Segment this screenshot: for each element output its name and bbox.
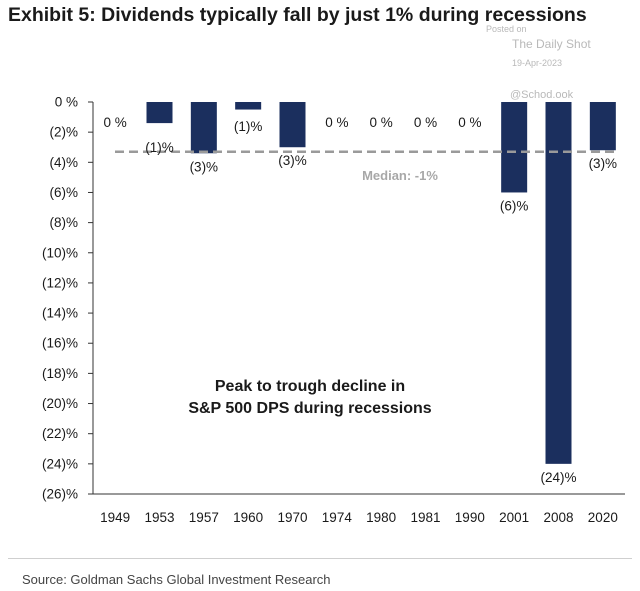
x-tick-label-1980: 1980 xyxy=(366,510,396,525)
y-tick-label-4: (8)% xyxy=(49,215,78,230)
y-tick-label-11: (22)% xyxy=(42,426,78,441)
x-tick-label-1981: 1981 xyxy=(410,510,440,525)
bar-2008 xyxy=(545,102,572,464)
x-tick-label-1953: 1953 xyxy=(144,510,174,525)
data-label-1980: 0 % xyxy=(370,115,393,130)
x-tick-label-1990: 1990 xyxy=(455,510,485,525)
data-label-1960: (1)% xyxy=(234,119,263,134)
data-label-1957: (3)% xyxy=(190,159,219,174)
bar-2020 xyxy=(589,102,616,151)
data-label-1970: (3)% xyxy=(278,153,307,168)
data-label-2020: (3)% xyxy=(589,156,618,171)
data-label-1981: 0 % xyxy=(414,115,437,130)
watermark-site: The Daily Shot xyxy=(512,37,591,51)
data-label-1953: (1)% xyxy=(145,140,174,155)
x-tick-label-2001: 2001 xyxy=(499,510,529,525)
bars xyxy=(146,102,616,464)
y-tick-label-0: 0 % xyxy=(55,95,78,110)
bar-2001 xyxy=(501,102,528,193)
bar-1957 xyxy=(190,102,217,154)
y-tick-label-3: (6)% xyxy=(49,185,78,200)
x-tick-label-2008: 2008 xyxy=(543,510,573,525)
bar-chart: 0 % (2)% (4)% (6)% (8)% (10)% (12)% (14)% (16)% (… xyxy=(42,95,625,525)
x-tick-label-2020: 2020 xyxy=(588,510,618,525)
annotation-line-0: Peak to trough decline in xyxy=(215,378,405,395)
data-label-2001: (6)% xyxy=(500,198,529,213)
source-note: Source: Goldman Sachs Global Investment … xyxy=(22,572,331,587)
watermark-date: 19-Apr-2023 xyxy=(512,58,563,68)
y-tick-label-12: (24)% xyxy=(42,456,78,471)
y-tick-label-7: (14)% xyxy=(42,306,78,321)
data-label-1974: 0 % xyxy=(325,115,348,130)
bar-1970 xyxy=(279,102,306,148)
y-tick-label-5: (10)% xyxy=(42,245,78,260)
y-tick-label-10: (20)% xyxy=(42,396,78,411)
source-divider xyxy=(8,558,632,559)
data-label-1990: 0 % xyxy=(458,115,481,130)
y-tick-label-8: (16)% xyxy=(42,336,78,351)
y-tick-label-1: (2)% xyxy=(49,125,78,140)
y-tick-label-9: (18)% xyxy=(42,366,78,381)
data-labels: 0 % (1)% (3)% (1)% (3)% 0 % 0 % 0 % 0 % (6)% (24)%… xyxy=(104,115,618,485)
y-tick-label-13: (26)% xyxy=(42,487,78,502)
x-tick-label-1960: 1960 xyxy=(233,510,263,525)
annotation-line-1: S&P 500 DPS during recessions xyxy=(188,400,431,417)
x-tick-label-1949: 1949 xyxy=(100,510,130,525)
data-label-1949: 0 % xyxy=(104,115,127,130)
x-tick-label-1974: 1974 xyxy=(322,510,353,525)
bar-1960 xyxy=(235,102,262,110)
watermark-posted: Posted on xyxy=(486,24,527,34)
y-tick-label-6: (12)% xyxy=(42,275,78,290)
x-axis: 1949 1953 1957 1960 1970 1974 1980 1981 1990 2001… xyxy=(93,493,625,525)
x-tick-label-1957: 1957 xyxy=(189,510,219,525)
chart-title: Exhibit 5: Dividends typically fall by j… xyxy=(8,4,587,26)
y-tick-label-2: (4)% xyxy=(49,155,78,170)
median-label: Median: -1% xyxy=(362,168,438,183)
chart-annotation: Peak to trough decline in S&P 500 DPS dur… xyxy=(188,378,431,417)
data-label-2008: (24)% xyxy=(540,470,576,485)
watermark-handle: @Schod.ook xyxy=(510,89,574,101)
bar-1953 xyxy=(146,102,173,124)
x-tick-label-1970: 1970 xyxy=(277,510,307,525)
median-group: Median: -1% xyxy=(115,150,615,183)
y-axis: 0 % (2)% (4)% (6)% (8)% (10)% (12)% (14)% (16)% (… xyxy=(42,95,94,502)
